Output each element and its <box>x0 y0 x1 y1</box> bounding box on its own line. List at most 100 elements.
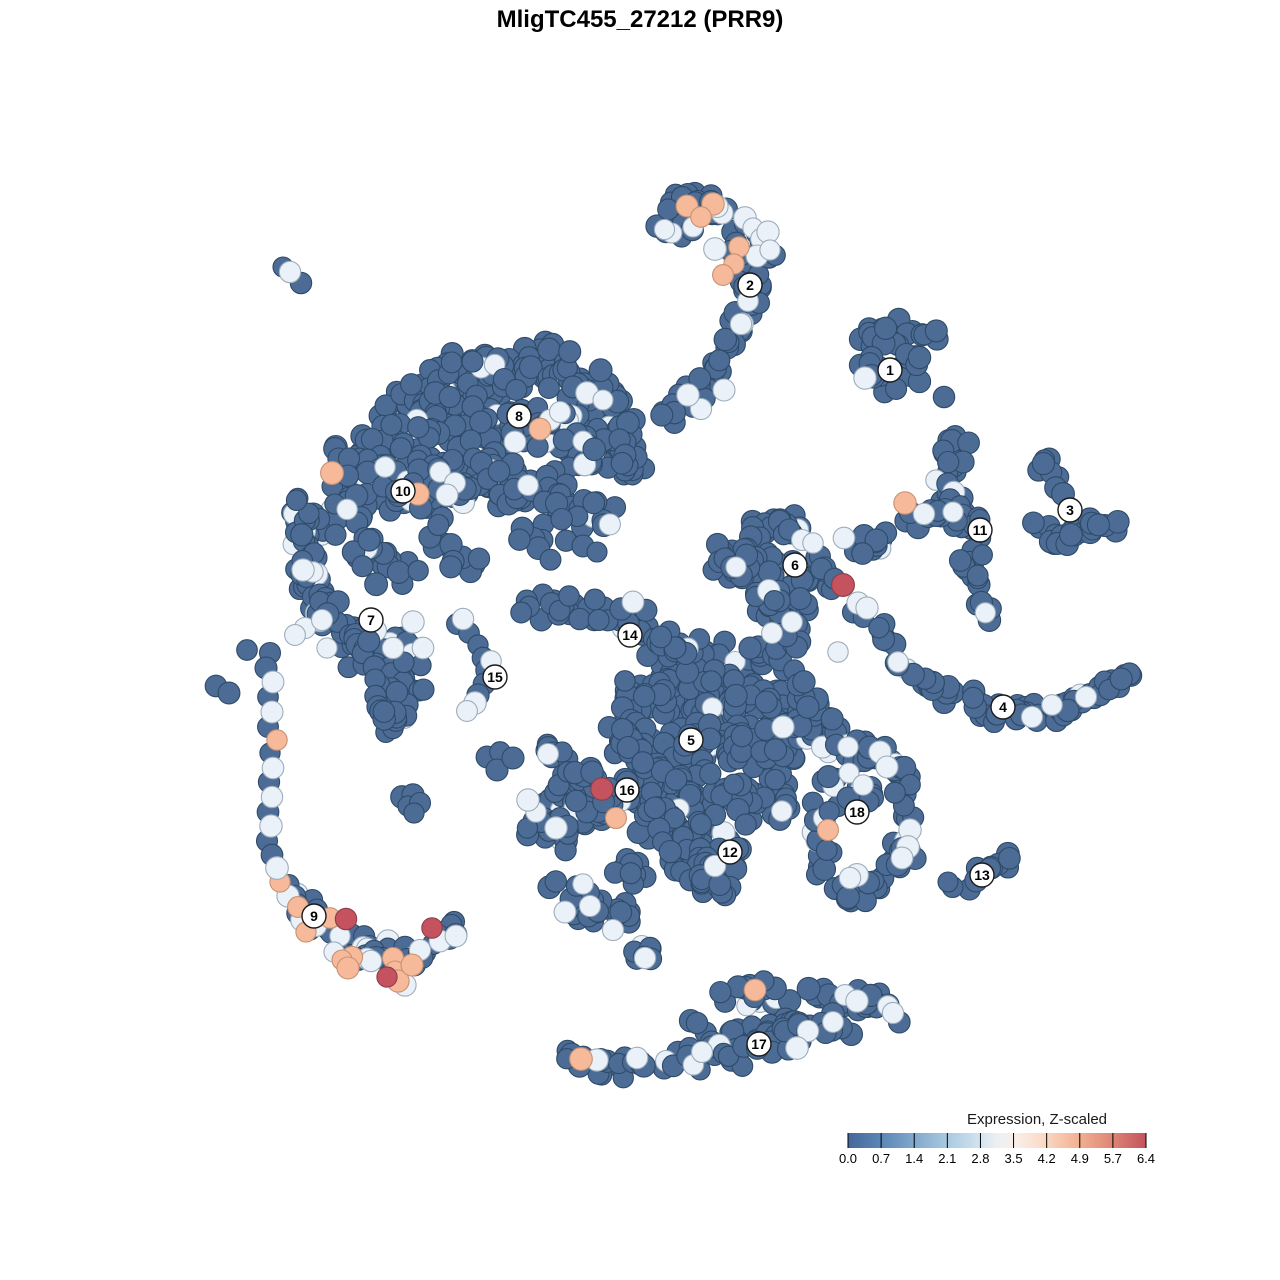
cluster-label-5: 5 <box>678 727 704 753</box>
data-point-dark <box>372 700 396 723</box>
data-point-white <box>401 610 425 634</box>
data-point-salmon <box>816 818 840 842</box>
cluster-label-number: 13 <box>974 867 990 883</box>
data-point-white <box>411 636 435 660</box>
data-point-white <box>625 1046 649 1070</box>
data-point-red <box>590 777 614 801</box>
data-point-white <box>712 378 736 402</box>
data-point-dark <box>649 625 673 649</box>
expression-legend: Expression, Z-scaled 0.0 0.7 1.4 2.1 2.8 3.5 4… <box>839 1111 1155 1166</box>
data-point-dark <box>873 316 898 340</box>
legend-tick-label: 4.2 <box>1038 1151 1056 1166</box>
data-point-white <box>261 670 285 694</box>
data-point-white <box>770 800 793 822</box>
data-point-red <box>376 966 398 988</box>
data-point-dark <box>582 437 606 462</box>
data-point-dark <box>937 871 959 893</box>
cluster-label-number: 16 <box>619 782 635 798</box>
data-point-red <box>334 907 358 931</box>
cluster-label-circle <box>390 478 416 504</box>
legend-tick-label: 3.5 <box>1005 1151 1023 1166</box>
data-point-dark <box>558 585 580 607</box>
cluster-label-circle <box>967 517 993 543</box>
data-point-salmon <box>893 491 917 515</box>
data-point-dark <box>924 319 948 343</box>
cluster-label-number: 8 <box>515 408 523 424</box>
data-point-salmon <box>320 461 344 485</box>
cluster-label-3: 3 <box>1057 497 1083 523</box>
data-point-white <box>703 237 727 261</box>
data-point-dark <box>713 327 738 352</box>
cluster-label-circle <box>969 862 995 888</box>
data-point-dark <box>708 349 731 372</box>
cluster-label-number: 5 <box>687 732 695 748</box>
cluster-label-16: 16 <box>614 777 640 803</box>
data-point-white <box>974 602 997 624</box>
data-point-dark <box>1022 511 1045 535</box>
data-point-dark <box>709 980 732 1004</box>
data-point-dark <box>364 572 389 597</box>
data-point-salmon <box>528 417 552 441</box>
data-point-white <box>456 700 478 722</box>
data-point-salmon <box>266 729 288 751</box>
data-point-dark <box>403 802 425 824</box>
data-point-white <box>827 641 849 663</box>
cluster-label-number: 14 <box>622 627 638 643</box>
cluster-label-4: 4 <box>990 694 1016 720</box>
cluster-label-2: 2 <box>737 272 763 298</box>
cluster-label-circle <box>782 552 808 578</box>
data-point-white <box>912 502 936 526</box>
data-point-dark <box>730 724 754 748</box>
data-point-dark <box>932 385 956 409</box>
data-point-dark <box>588 358 613 383</box>
data-point-dark <box>723 773 745 795</box>
cluster-label-18: 18 <box>844 799 870 825</box>
data-point-white <box>598 513 621 536</box>
data-point-white <box>435 483 459 507</box>
data-point-dark <box>966 564 989 587</box>
data-point-white <box>690 1040 714 1064</box>
data-point-dark <box>1059 522 1083 547</box>
data-point-dark <box>724 683 748 708</box>
data-point-salmon <box>712 264 734 286</box>
data-point-dark <box>400 373 423 396</box>
cluster-label-12: 12 <box>717 839 743 865</box>
legend-colorbar <box>848 1133 1146 1148</box>
data-point-dark <box>461 350 484 373</box>
data-point-white <box>725 556 747 578</box>
data-point-dark <box>763 738 788 762</box>
data-point-dark <box>440 351 463 374</box>
data-point-dark <box>658 839 682 864</box>
data-point-salmon <box>569 1047 593 1071</box>
cluster-label-number: 3 <box>1066 502 1074 518</box>
data-point-white <box>633 946 657 970</box>
data-point-red <box>831 573 855 597</box>
data-point-dark <box>558 340 582 364</box>
cluster-label-circle <box>617 622 643 648</box>
data-point-dark <box>788 587 812 611</box>
data-point-dark <box>439 555 463 579</box>
data-point-dark <box>290 523 314 547</box>
data-point-dark <box>324 523 347 546</box>
data-point-dark <box>650 403 674 427</box>
data-point-dark <box>851 542 874 565</box>
data-point-dark <box>412 678 435 701</box>
data-point-dark <box>1105 509 1130 534</box>
data-point-white <box>336 498 358 521</box>
data-point-white <box>381 636 405 660</box>
data-point-dark <box>699 762 722 785</box>
data-point-dark <box>610 451 634 475</box>
data-point-salmon <box>336 956 360 980</box>
data-point-white <box>316 637 338 659</box>
data-point-dark <box>357 528 381 552</box>
data-point-dark <box>663 807 686 829</box>
data-point-dark <box>815 839 838 861</box>
data-point-dark <box>883 781 906 804</box>
legend-tick-label: 1.4 <box>905 1151 923 1166</box>
data-point-dark <box>971 544 993 566</box>
cluster-label-13: 13 <box>969 862 995 888</box>
data-point-dark <box>467 547 491 570</box>
data-point-dark <box>937 450 960 474</box>
